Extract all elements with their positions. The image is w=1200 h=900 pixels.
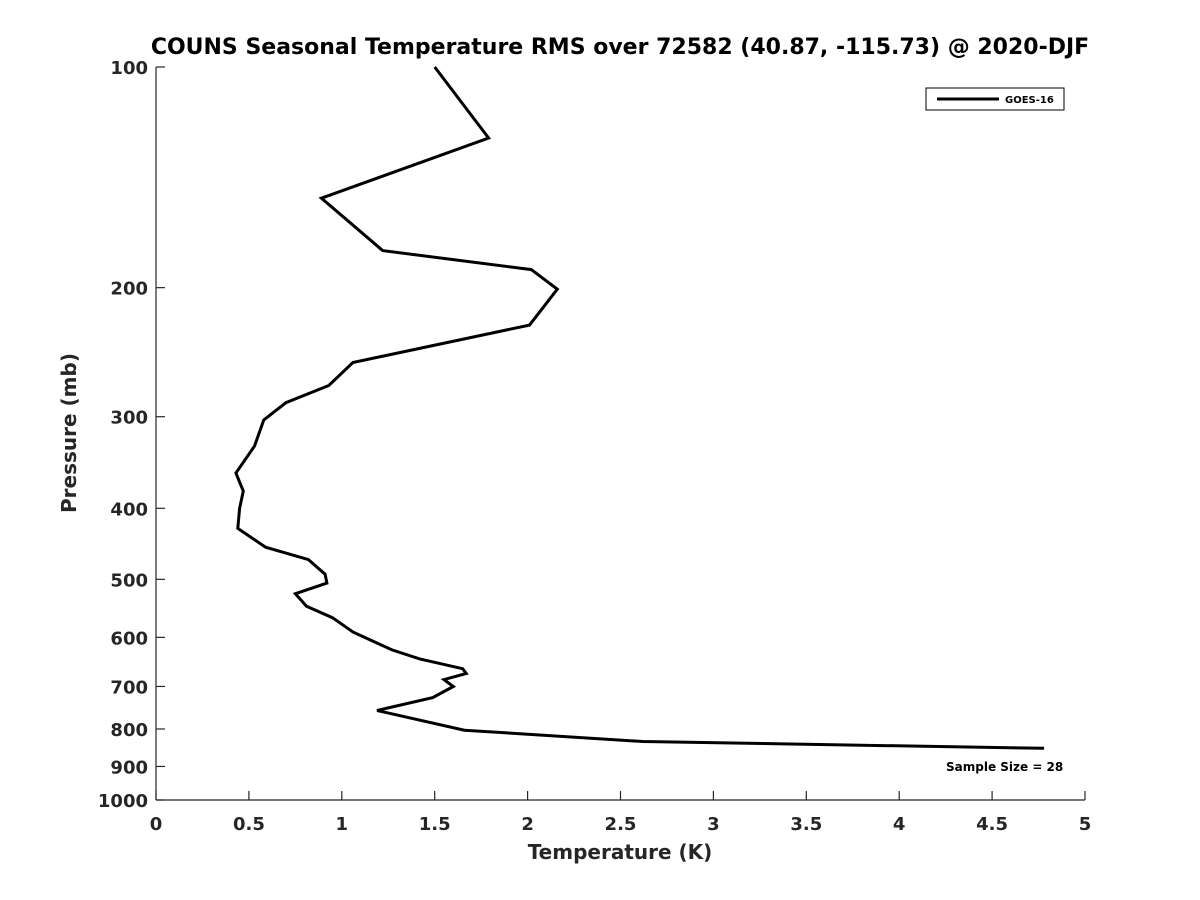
plot-area-frame <box>156 67 1085 800</box>
x-tick-label: 2 <box>521 814 534 835</box>
x-tick-label: 0 <box>150 814 163 835</box>
y-tick-label: 400 <box>110 499 148 520</box>
x-tick-label: 4.5 <box>976 814 1008 835</box>
x-tick-label: 5 <box>1079 814 1092 835</box>
y-tick-label: 700 <box>110 677 148 698</box>
sample-size-annotation: Sample Size = 28 <box>946 760 1063 774</box>
y-tick-label: 200 <box>110 279 148 300</box>
series-line-goes-16 <box>234 66 1045 750</box>
y-axis-ticks: 100 200 300 400 500 600 700 800 900 1000 <box>98 58 165 812</box>
legend-label-goes-16: GOES-16 <box>1005 95 1054 106</box>
y-tick-label: 500 <box>110 570 148 591</box>
x-tick-label: 4 <box>893 814 906 835</box>
x-tick-label: 1 <box>336 814 349 835</box>
legend: GOES-16 <box>925 87 1065 111</box>
x-axis-label: Temperature (K) <box>528 840 713 864</box>
x-axis-ticks: 0 0.5 1 1.5 2 2.5 3 3.5 4 4.5 5 <box>150 791 1092 835</box>
y-tick-label: 1000 <box>98 791 148 812</box>
y-tick-label: 300 <box>110 408 148 429</box>
y-tick-label: 900 <box>110 757 148 778</box>
x-tick-label: 3 <box>707 814 720 835</box>
x-tick-label: 1.5 <box>419 814 451 835</box>
series-group <box>234 66 1045 750</box>
y-axis-label: Pressure (mb) <box>57 353 81 513</box>
x-tick-label: 0.5 <box>233 814 265 835</box>
x-tick-label: 2.5 <box>605 814 637 835</box>
y-tick-label: 100 <box>110 58 148 79</box>
x-tick-label: 3.5 <box>790 814 822 835</box>
y-tick-label: 600 <box>110 628 148 649</box>
y-tick-label: 800 <box>110 720 148 741</box>
chart-title: COUNS Seasonal Temperature RMS over 7258… <box>151 35 1089 60</box>
